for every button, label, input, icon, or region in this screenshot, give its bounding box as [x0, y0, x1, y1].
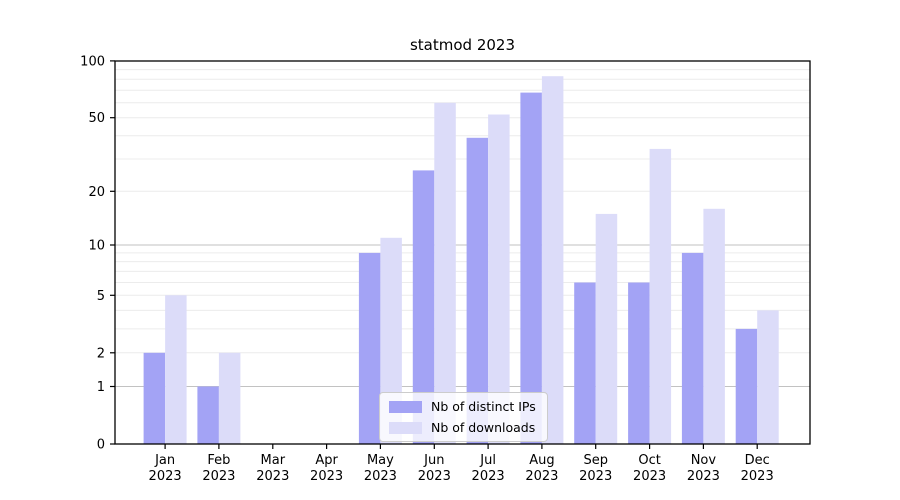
bar-oct-nb-of-downloads	[649, 148, 672, 444]
x-tick-label-jun-year: 2023	[418, 469, 451, 484]
bar-jun-nb-of-distinct-ips	[412, 170, 435, 444]
x-tick-label-apr-year: 2023	[310, 469, 343, 484]
y-tick-label-2: 2	[97, 346, 105, 361]
y-tick-label-5: 5	[97, 289, 105, 304]
y-tick-label-100: 100	[80, 54, 105, 69]
bar-aug-nb-of-downloads	[541, 76, 564, 444]
bar-may-nb-of-distinct-ips	[358, 252, 381, 444]
x-tick-label-sep: Sep	[583, 453, 608, 468]
bar-nov-nb-of-downloads	[703, 208, 725, 444]
y-tick-label-50: 50	[88, 111, 105, 126]
x-tick-label-jul: Jul	[479, 453, 496, 468]
legend-item-distinct-ips: Nb of distinct IPs	[389, 399, 536, 414]
x-tick-label-oct-year: 2023	[633, 469, 666, 484]
bar-jan-nb-of-downloads	[165, 295, 187, 444]
bar-jul-nb-of-distinct-ips	[466, 137, 489, 445]
y-tick-label-1: 1	[97, 380, 105, 395]
x-tick-label-apr: Apr	[315, 453, 338, 468]
x-tick-label-dec: Dec	[745, 453, 770, 468]
legend-swatch-downloads	[389, 421, 422, 434]
y-tick-label-10: 10	[88, 239, 105, 254]
y-tick-label-0: 0	[97, 438, 105, 453]
bar-sep-nb-of-distinct-ips	[574, 282, 596, 444]
x-tick-label-feb: Feb	[207, 453, 230, 468]
x-tick-label-may-year: 2023	[364, 469, 397, 484]
bar-sep-nb-of-downloads	[595, 213, 618, 444]
bar-dec-nb-of-downloads	[757, 310, 779, 444]
x-tick-label-feb-year: 2023	[202, 469, 235, 484]
legend-swatch-distinct-ips	[389, 400, 422, 413]
x-tick-label-jul-year: 2023	[472, 469, 505, 484]
x-tick-label-mar-year: 2023	[256, 469, 289, 484]
x-tick-label-oct: Oct	[638, 453, 660, 468]
x-tick-label-aug: Aug	[529, 453, 554, 468]
bar-nov-nb-of-distinct-ips	[681, 252, 704, 444]
bar-oct-nb-of-distinct-ips	[628, 282, 650, 444]
x-tick-label-sep-year: 2023	[579, 469, 612, 484]
legend: Nb of distinct IPs Nb of downloads	[379, 392, 548, 442]
bar-jun-nb-of-downloads	[434, 102, 456, 445]
x-tick-label-nov-year: 2023	[687, 469, 720, 484]
chart-title: statmod 2023	[409, 36, 516, 54]
bar-aug-nb-of-distinct-ips	[520, 92, 542, 444]
bar-jan-nb-of-distinct-ips	[143, 352, 166, 444]
x-tick-label-jun: Jun	[423, 453, 444, 468]
bar-dec-nb-of-distinct-ips	[735, 328, 758, 444]
legend-item-downloads: Nb of downloads	[389, 420, 536, 435]
x-tick-label-jan-year: 2023	[149, 469, 182, 484]
x-tick-label-mar: Mar	[261, 453, 286, 468]
x-tick-label-jan: Jan	[154, 453, 175, 468]
x-tick-label-nov: Nov	[691, 453, 717, 468]
bar-jul-nb-of-downloads	[488, 114, 510, 444]
y-tick-label-20: 20	[88, 185, 105, 200]
bar-feb-nb-of-distinct-ips	[197, 386, 219, 444]
legend-label-distinct-ips: Nb of distinct IPs	[431, 399, 536, 414]
x-tick-label-dec-year: 2023	[741, 469, 774, 484]
plot-border	[114, 60, 811, 445]
legend-label-downloads: Nb of downloads	[431, 420, 536, 435]
x-tick-label-aug-year: 2023	[525, 469, 558, 484]
bar-feb-nb-of-downloads	[218, 352, 241, 444]
x-tick-label-may: May	[367, 453, 394, 468]
